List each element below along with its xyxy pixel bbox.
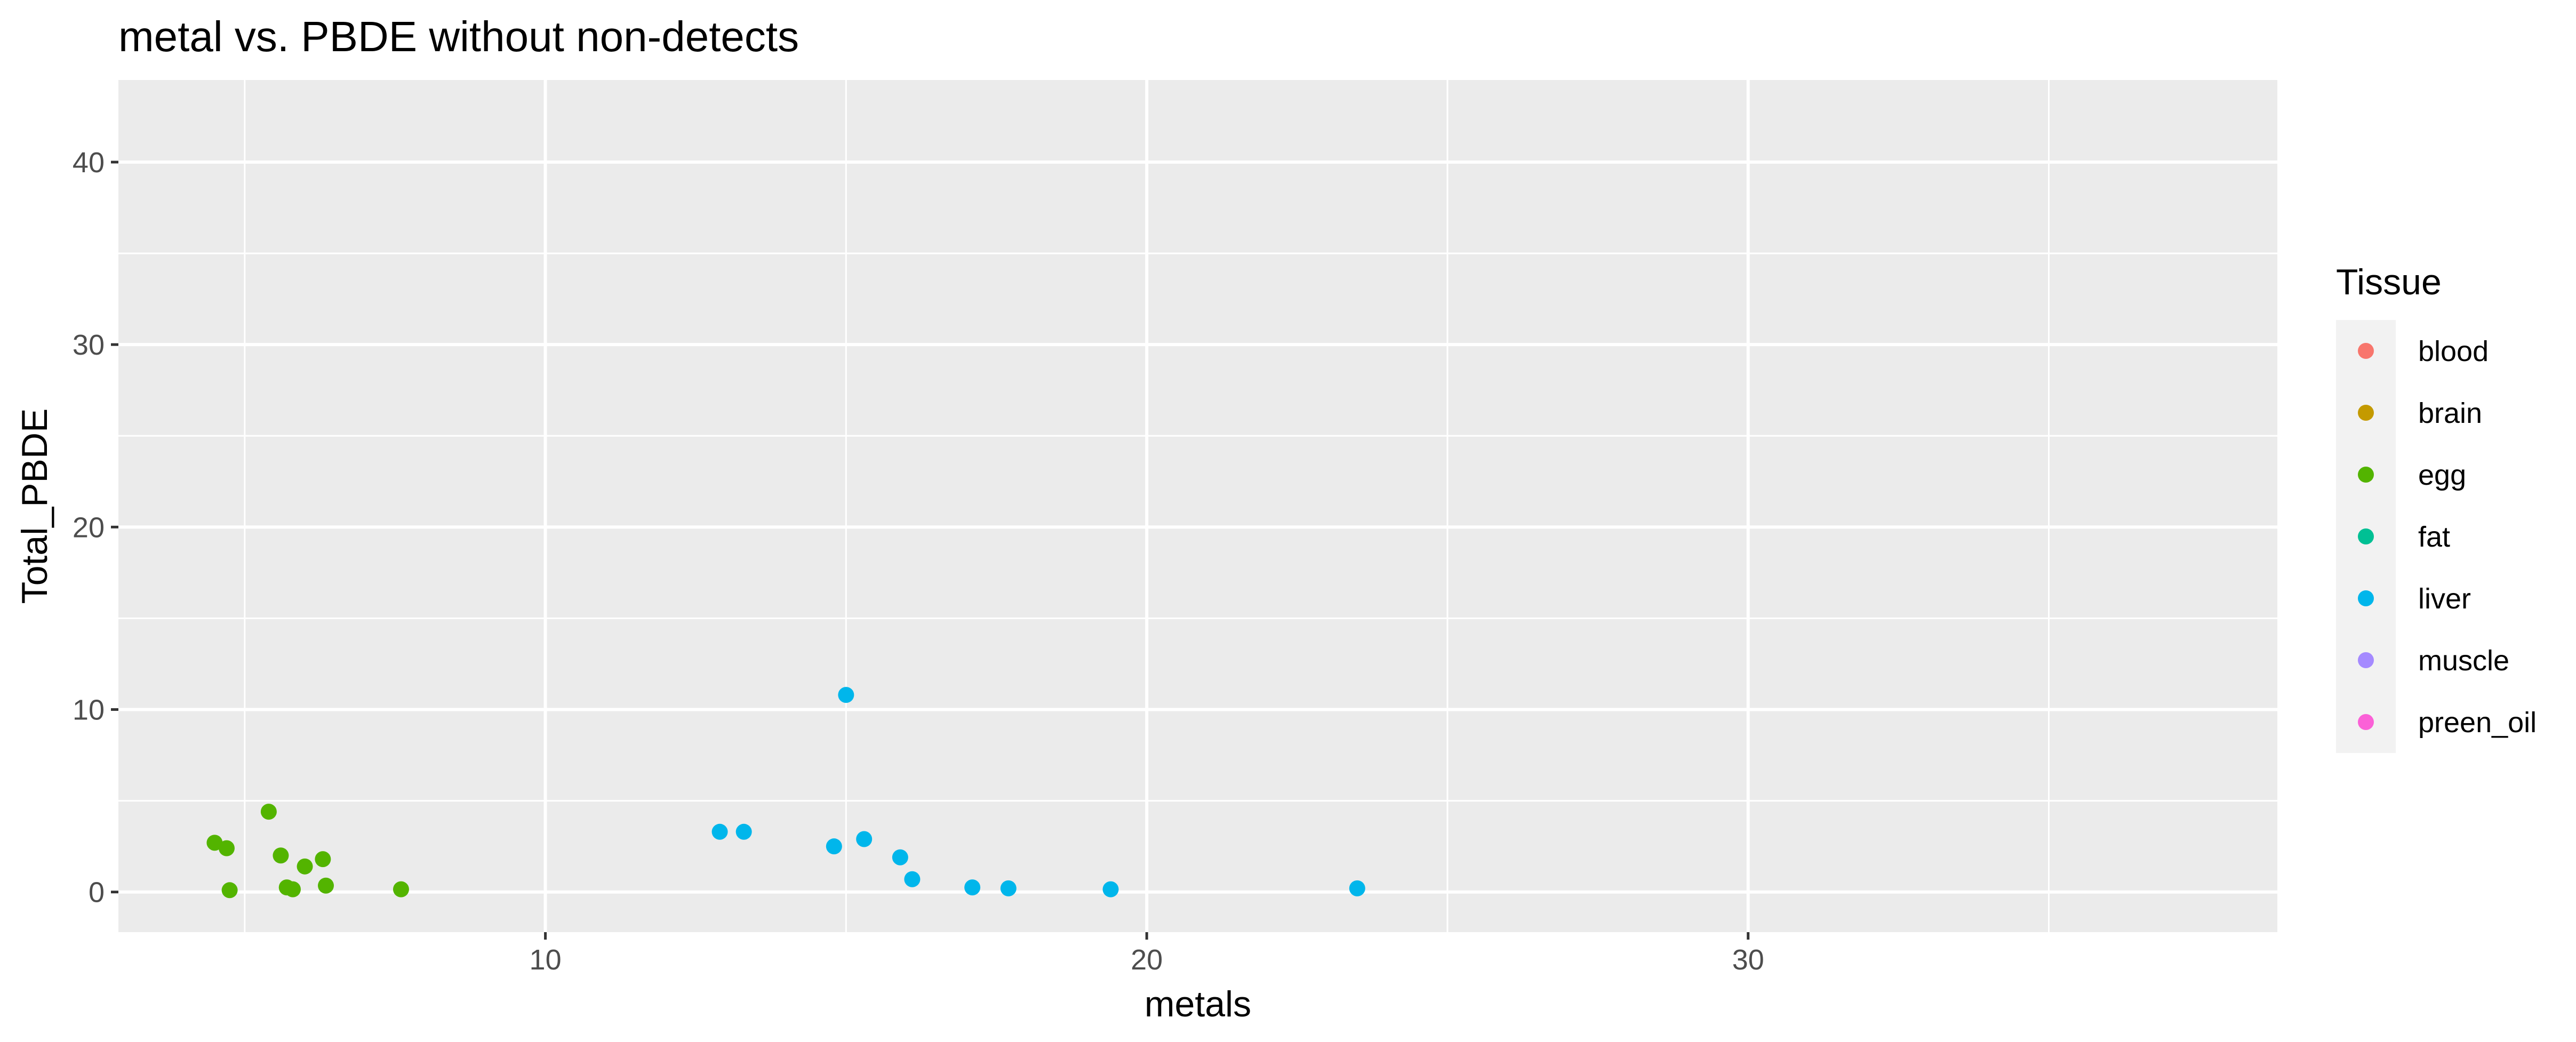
x-tick-label: 20 bbox=[1131, 944, 1163, 976]
data-point-liver bbox=[1102, 881, 1119, 897]
data-point-liver bbox=[711, 823, 728, 840]
legend-label-brain: brain bbox=[2418, 397, 2482, 429]
data-point-egg bbox=[273, 847, 289, 864]
x-tick-label: 30 bbox=[1732, 944, 1764, 976]
legend-key-blood bbox=[2358, 343, 2374, 359]
legend-key-preen_oil bbox=[2358, 714, 2374, 730]
data-point-egg bbox=[297, 858, 313, 875]
data-point-liver bbox=[892, 849, 908, 865]
legend-key-brain bbox=[2358, 405, 2374, 421]
data-point-egg bbox=[206, 835, 223, 851]
data-point-liver bbox=[964, 879, 981, 896]
y-tick-label: 30 bbox=[73, 329, 105, 361]
legend-key-egg bbox=[2358, 467, 2374, 483]
data-point-liver bbox=[1349, 880, 1365, 896]
legend-key-muscle bbox=[2358, 652, 2374, 668]
plot-panel bbox=[118, 80, 2277, 932]
data-point-liver bbox=[1000, 880, 1017, 896]
data-point-liver bbox=[856, 831, 873, 847]
data-point-liver bbox=[838, 687, 854, 703]
legend-label-liver: liver bbox=[2418, 583, 2471, 615]
data-point-egg bbox=[315, 851, 331, 868]
y-axis: 0 10 20 30 40 bbox=[73, 147, 118, 909]
data-points bbox=[206, 687, 1365, 899]
legend-label-fat: fat bbox=[2418, 521, 2450, 553]
data-point-egg bbox=[318, 877, 334, 894]
data-point-egg bbox=[218, 840, 235, 856]
data-point-egg bbox=[260, 804, 277, 820]
data-point-liver bbox=[826, 838, 842, 855]
legend-title: Tissue bbox=[2336, 262, 2442, 302]
legend-label-muscle: muscle bbox=[2418, 645, 2509, 677]
legend-label-blood: blood bbox=[2418, 335, 2489, 367]
x-axis-title: metals bbox=[1145, 984, 1251, 1024]
minor-grid bbox=[118, 80, 2277, 932]
legend-label-egg: egg bbox=[2418, 459, 2466, 491]
y-tick-label: 20 bbox=[73, 511, 105, 543]
legend-key-liver bbox=[2358, 590, 2374, 606]
data-point-liver bbox=[735, 823, 752, 840]
y-tick-label: 40 bbox=[73, 147, 105, 179]
data-point-liver bbox=[904, 871, 921, 887]
legend: Tissue blood brain egg fat liver muscle preen_… bbox=[2336, 262, 2537, 753]
legend-key-fat bbox=[2358, 528, 2374, 544]
data-point-egg bbox=[284, 881, 301, 897]
y-tick-label: 10 bbox=[73, 694, 105, 726]
x-axis: 10 20 30 bbox=[530, 932, 1764, 976]
x-tick-label: 10 bbox=[530, 944, 562, 976]
chart-title: metal vs. PBDE without non-detects bbox=[118, 13, 799, 60]
major-grid bbox=[118, 80, 2277, 932]
y-axis-title: Total_PBDE bbox=[14, 408, 55, 604]
y-tick-label: 0 bbox=[89, 877, 105, 909]
legend-items: blood brain egg fat liver muscle preen_oil bbox=[2358, 335, 2537, 739]
legend-label-preen_oil: preen_oil bbox=[2418, 707, 2537, 739]
data-point-egg bbox=[221, 882, 238, 899]
data-point-egg bbox=[393, 881, 409, 897]
